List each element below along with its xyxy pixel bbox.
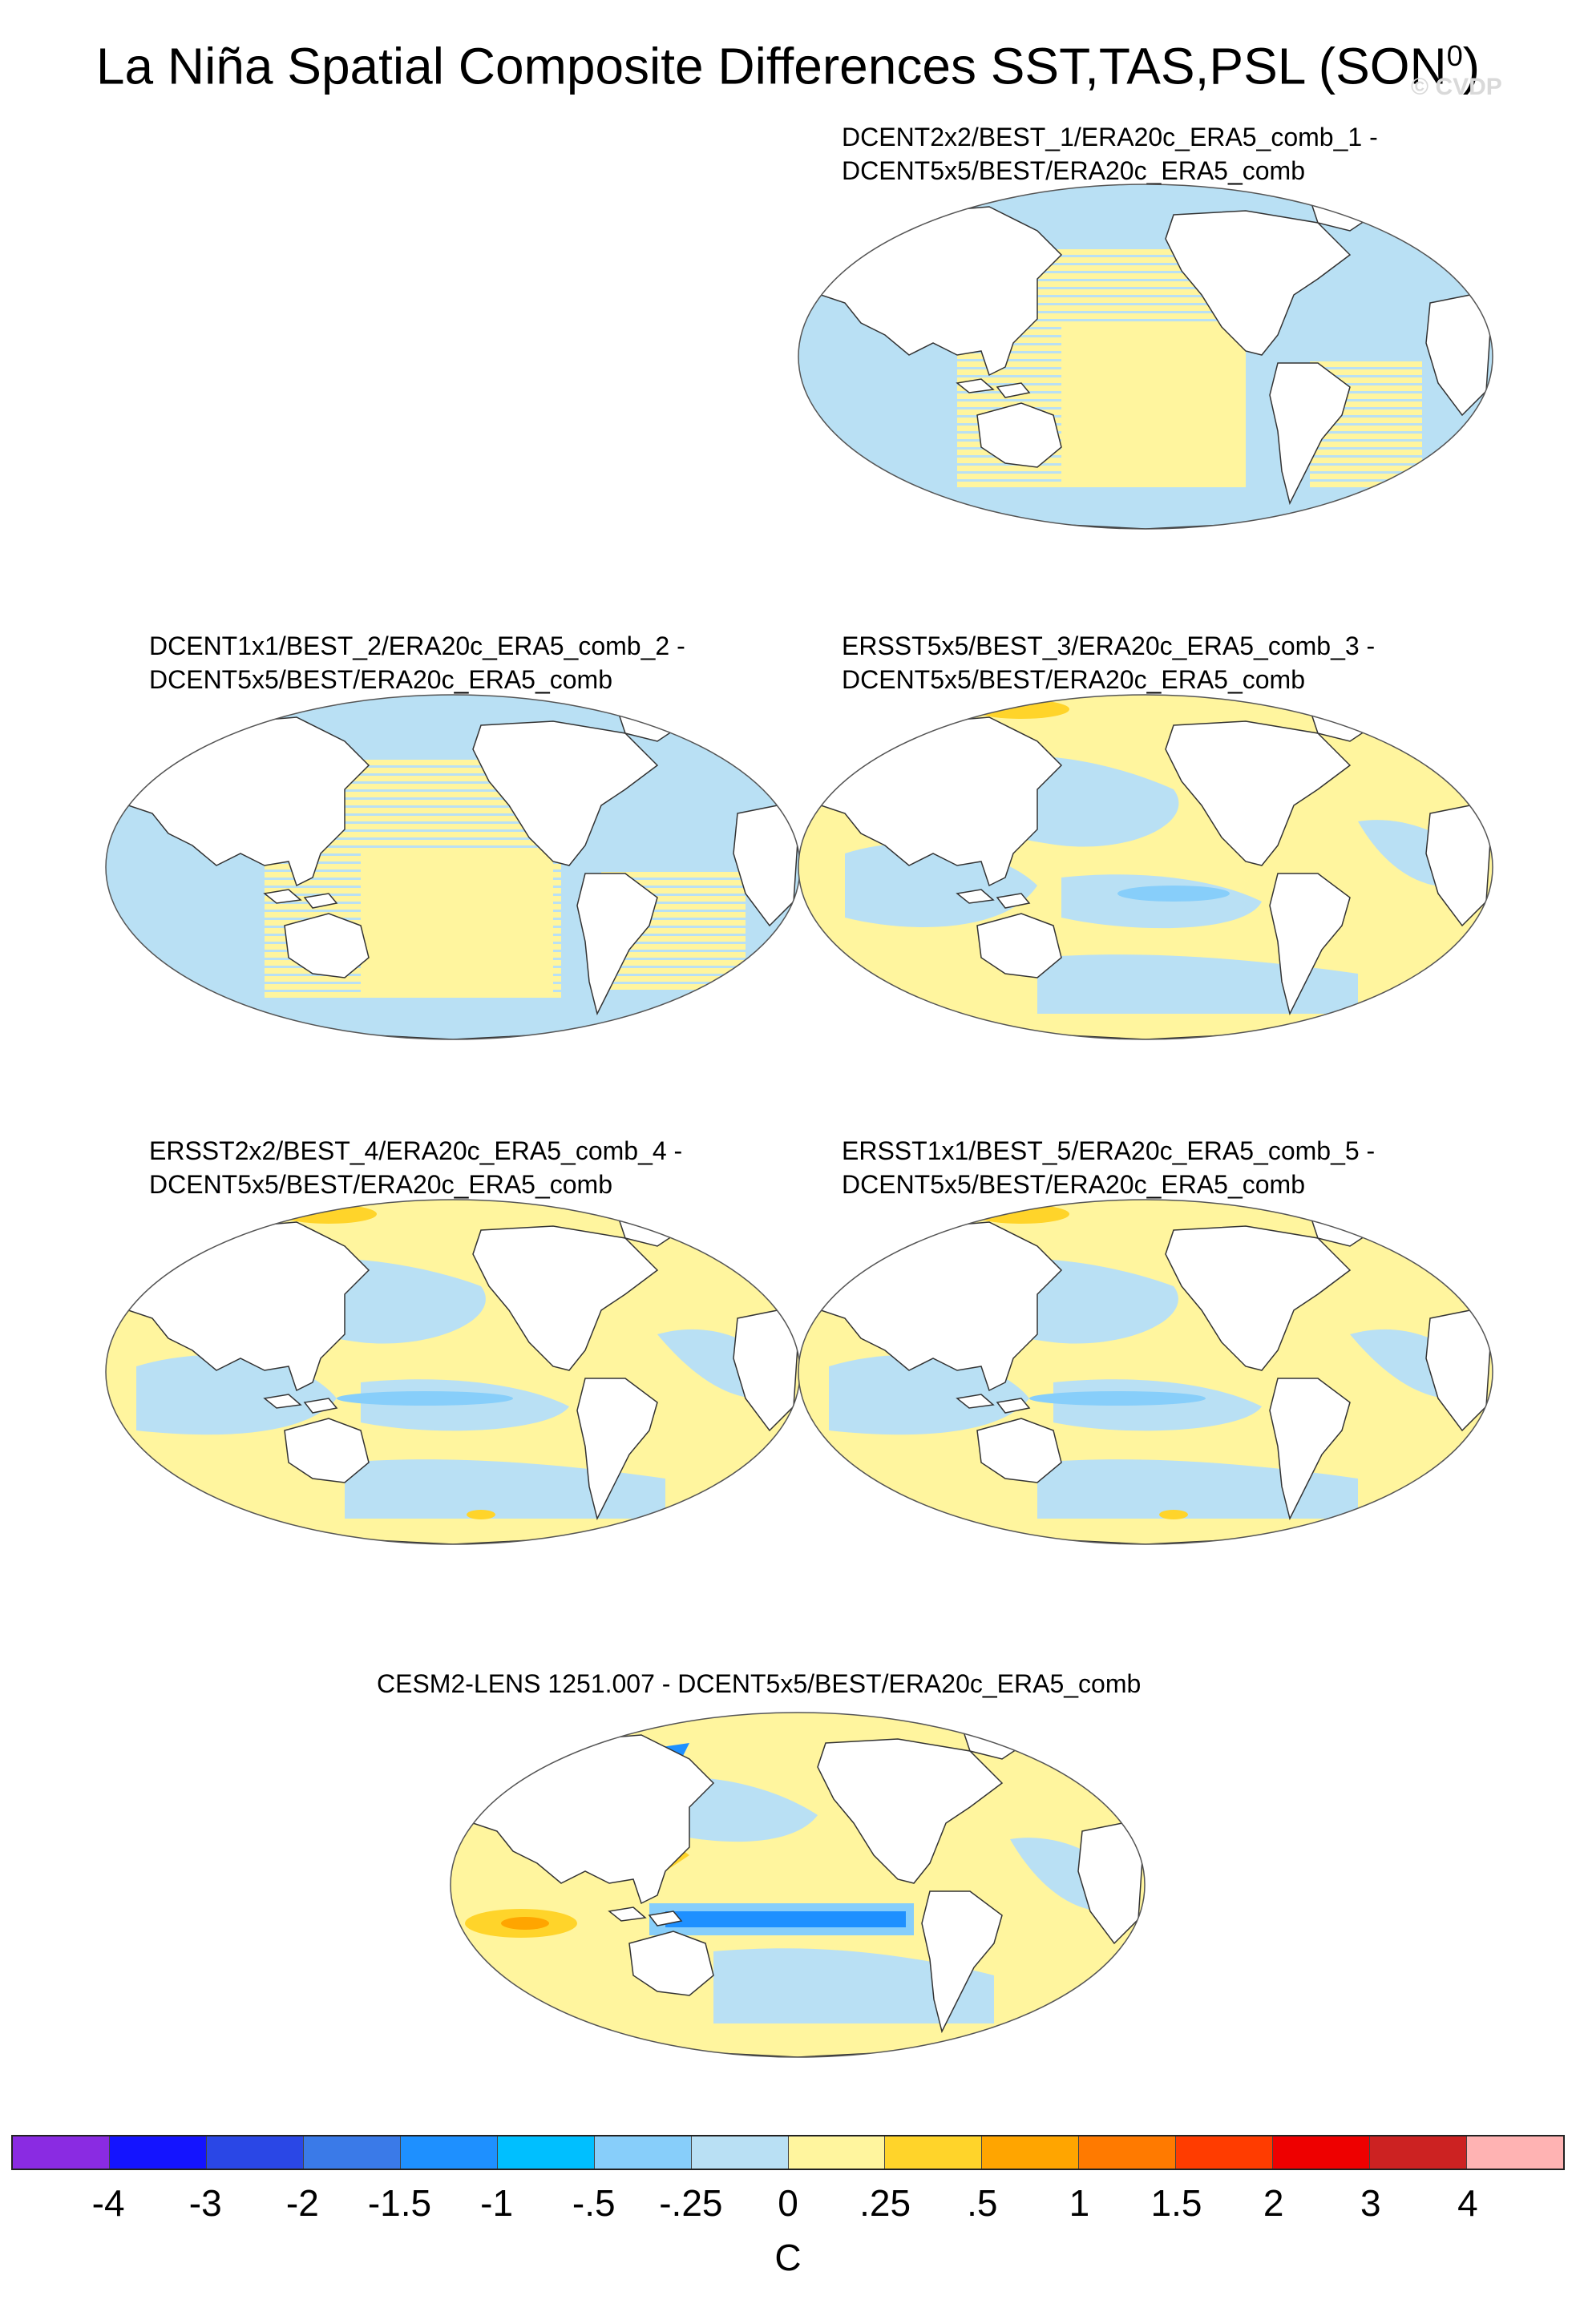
colorbar-tick-label: -1.5 bbox=[367, 2182, 432, 2224]
colorbar-cell bbox=[400, 2136, 498, 2169]
colorbar-tick-label: -4 bbox=[91, 2182, 125, 2224]
panel-6-label: CESM2-LENS 1251.007 - DCENT5x5/BEST/ERA2… bbox=[377, 1669, 1142, 1698]
colorbar-cell bbox=[594, 2136, 692, 2169]
panel-3-label: ERSST5x5/BEST_3/ERA20c_ERA5_comb_3 - DCEN… bbox=[842, 631, 1376, 694]
colorbar-cell bbox=[1176, 2136, 1274, 2169]
colorbar-cell bbox=[691, 2136, 789, 2169]
panel-2-label: DCENT1x1/BEST_2/ERA20c_ERA5_comb_2 - DCEN… bbox=[149, 631, 685, 694]
colorbar-tick-label: 0 bbox=[778, 2182, 798, 2224]
colorbar-cell bbox=[206, 2136, 304, 2169]
colorbar-tick-label: -3 bbox=[188, 2182, 222, 2224]
colorbar-cell bbox=[303, 2136, 401, 2169]
cvdp-watermark: © CVDP bbox=[1411, 74, 1502, 100]
title-superscript: 0 bbox=[1446, 39, 1463, 72]
colorbar-tick-label: -2 bbox=[285, 2182, 319, 2224]
colorbar-tick-label: -.5 bbox=[572, 2182, 616, 2224]
colorbar-cell bbox=[497, 2136, 595, 2169]
colorbar-tick-label: 2 bbox=[1263, 2182, 1284, 2224]
panel-4-label: ERSST2x2/BEST_4/ERA20c_ERA5_comb_4 - DCEN… bbox=[149, 1136, 683, 1199]
colorbar-cell bbox=[109, 2136, 207, 2169]
colorbar-tick-label: -.25 bbox=[659, 2182, 723, 2224]
colorbar-cell bbox=[1467, 2136, 1563, 2169]
colorbar bbox=[11, 2135, 1565, 2170]
colorbar-tick-label: 3 bbox=[1360, 2182, 1381, 2224]
panel-4-map bbox=[104, 1198, 802, 1546]
colorbar-cell bbox=[1370, 2136, 1468, 2169]
colorbar-cell bbox=[1079, 2136, 1177, 2169]
colorbar-cell bbox=[1273, 2136, 1371, 2169]
panel-1-label: DCENT2x2/BEST_1/ERA20c_ERA5_comb_1 - DCEN… bbox=[842, 123, 1378, 185]
colorbar-unit: C bbox=[774, 2237, 802, 2278]
colorbar-cell bbox=[788, 2136, 886, 2169]
panel-5-map bbox=[797, 1198, 1494, 1546]
panel-2-map bbox=[104, 693, 802, 1041]
panel-3-map bbox=[797, 693, 1494, 1041]
panel-6-map bbox=[449, 1711, 1146, 2059]
colorbar-tick-label: .5 bbox=[967, 2182, 998, 2224]
colorbar-cell bbox=[885, 2136, 983, 2169]
colorbar-tick-label: -1 bbox=[480, 2182, 514, 2224]
colorbar-tick-label: .25 bbox=[859, 2182, 911, 2224]
colorbar-tick-label: 1 bbox=[1069, 2182, 1090, 2224]
colorbar-tick-label: 1.5 bbox=[1150, 2182, 1202, 2224]
colorbar-cell bbox=[13, 2136, 110, 2169]
colorbar-cell bbox=[982, 2136, 1080, 2169]
colorbar-tick-label: 4 bbox=[1457, 2182, 1478, 2224]
panel-5-label: ERSST1x1/BEST_5/ERA20c_ERA5_comb_5 - DCEN… bbox=[842, 1136, 1376, 1199]
figure-title: La Niña Spatial Composite Differences SS… bbox=[95, 37, 1481, 95]
panel-1-map bbox=[797, 183, 1494, 531]
